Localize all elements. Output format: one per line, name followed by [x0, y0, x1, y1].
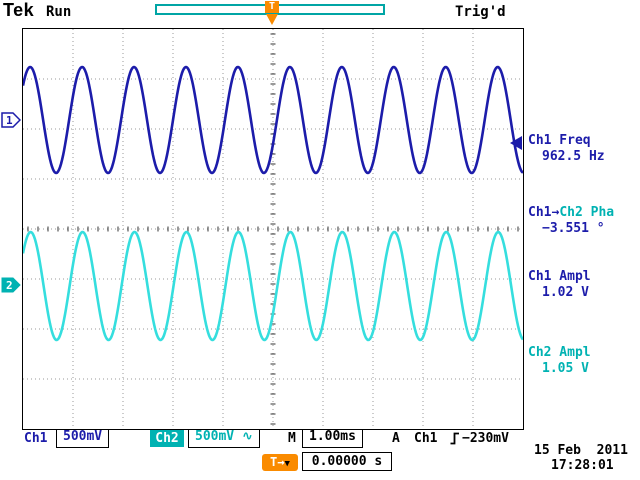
delay-marker: T→▼	[262, 454, 298, 471]
ch2-scale-value: 500mV	[195, 429, 235, 444]
time-display: 17:28:01	[551, 458, 614, 473]
measurement-ch1-freq: Ch1 Freq 962.5 Hz	[528, 133, 640, 165]
ch1-label: Ch1	[24, 431, 48, 446]
date-display: 15 Feb 2011	[534, 443, 628, 458]
measurement-ch2-ampl-label: Ch2 Ampl	[528, 345, 591, 360]
trigger-position-arrow-icon	[266, 14, 278, 25]
waveform-display	[23, 29, 523, 429]
rising-edge-icon	[450, 432, 459, 445]
down-triangle-icon: ▼	[284, 459, 290, 469]
channel-1-marker: 1	[1, 112, 21, 128]
delay-readout: 0.00000 s	[302, 452, 392, 471]
trigger-level-arrow	[510, 136, 522, 150]
delay-marker-t-label: T	[270, 455, 278, 469]
measurement-ch1-freq-value: 962.5 Hz	[542, 149, 605, 164]
measurement-ch1-ampl-value: 1.02 V	[542, 285, 589, 300]
measurement-ch1-ampl: Ch1 Ampl 1.02 V	[528, 269, 640, 301]
measurement-phase-label: Ch1→Ch2 Pha	[528, 205, 640, 221]
measurement-phase: Ch1→Ch2 Pha −3.551 °	[528, 205, 640, 237]
ch2-scale: 500mV ∿	[188, 429, 260, 448]
ac-coupling-icon: ∿	[241, 429, 253, 444]
trigger-level: −230mV	[462, 431, 509, 446]
measurement-ch2-ampl: Ch2 Ampl 1.05 V	[528, 345, 640, 377]
trigger-position-marker: T	[265, 1, 279, 13]
trigger-source: Ch1	[414, 431, 438, 446]
channel-1-marker-shape	[1, 112, 21, 128]
ch1-trace	[23, 65, 523, 175]
tek-logo: Tek	[3, 0, 35, 20]
channel-1-marker-label: 1	[6, 114, 13, 127]
graticule	[22, 28, 524, 430]
measurement-phase-value: −3.551 °	[542, 221, 605, 236]
right-arrow-icon: →	[277, 455, 285, 469]
measurement-ch2-ampl-value: 1.05 V	[542, 361, 589, 376]
measurement-ch1-freq-label: Ch1 Freq	[528, 133, 591, 148]
timebase-label: M	[288, 431, 296, 446]
trigger-system-label: A	[392, 431, 400, 446]
ch1-scale: 500mV	[56, 429, 110, 448]
ch2-trace	[23, 230, 523, 342]
timebase-value: 1.00ms	[302, 429, 363, 448]
measurement-phase-source-ch2: Ch2 Pha	[559, 205, 615, 220]
measurement-phase-source-ch1: Ch1→	[528, 205, 560, 220]
acquisition-status: Run	[46, 4, 72, 20]
channel-2-marker: 2	[1, 277, 21, 293]
channel-2-marker-shape	[1, 277, 21, 293]
measurement-ch1-ampl-label: Ch1 Ampl	[528, 269, 591, 284]
channel-2-marker-label: 2	[6, 279, 13, 292]
trigger-status: Trig'd	[455, 4, 506, 20]
ch2-label-badge: Ch2	[150, 430, 184, 447]
